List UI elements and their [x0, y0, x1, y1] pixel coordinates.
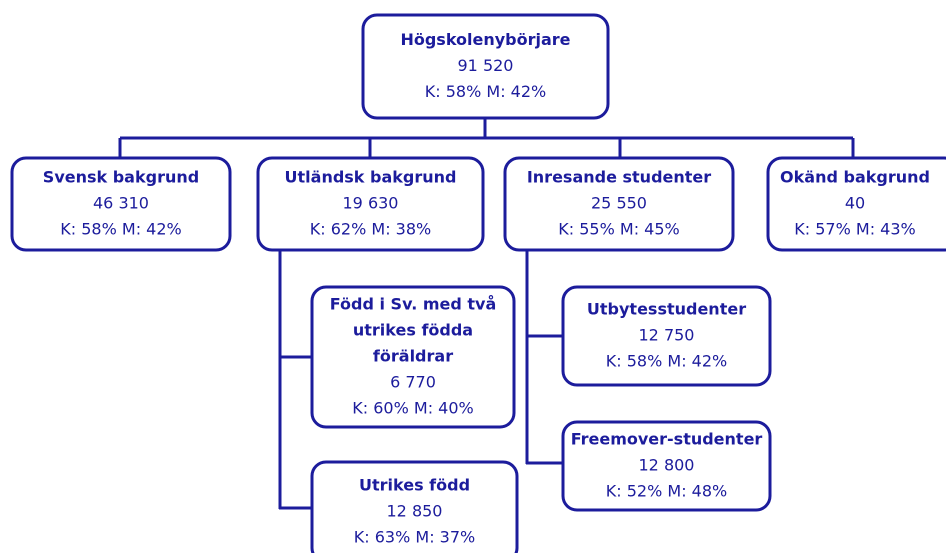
- node-share: K: 58% M: 42%: [60, 220, 181, 239]
- node: Född i Sv. med två utrikes födda föräldrar…: [310, 285, 516, 429]
- node-title: Utbytesstudenter: [587, 300, 746, 319]
- node-share: K: 62% M: 38%: [310, 220, 431, 239]
- node-count: 19 630: [343, 194, 399, 213]
- node-box: [361, 13, 610, 120]
- node-box: [561, 285, 772, 387]
- node-count: 40: [845, 194, 865, 213]
- node-share: K: 58% M: 42%: [425, 82, 546, 101]
- node: Utrikes född 12 850 K: 63% M: 37%: [310, 460, 519, 553]
- node: Utländsk bakgrund 19 630 K: 62% M: 38%: [256, 156, 485, 252]
- node-title: Född i Sv. med två: [330, 295, 497, 314]
- node-count: 12 850: [387, 502, 443, 521]
- node: Inresande studenter 25 550 K: 55% M: 45%: [503, 156, 735, 252]
- node-title: Svensk bakgrund: [43, 168, 199, 187]
- node-share: K: 63% M: 37%: [354, 528, 475, 547]
- node-share: K: 58% M: 42%: [606, 352, 727, 371]
- node: Svensk bakgrund 46 310 K: 58% M: 42%: [10, 156, 232, 252]
- node-title: Högskolenybörjare: [400, 30, 570, 49]
- connectors: [118, 118, 855, 510]
- node: Freemover-studenter 12 800 K: 52% M: 48%: [561, 420, 772, 512]
- node-count: 12 750: [639, 326, 695, 345]
- node-count: 6 770: [390, 373, 436, 392]
- node: Okänd bakgrund 40 K: 57% M: 43%: [766, 156, 946, 252]
- node-count: 12 800: [639, 456, 695, 475]
- node-title: Inresande studenter: [527, 168, 711, 187]
- node-title: Freemover-studenter: [571, 430, 763, 449]
- node-title: Utrikes född: [359, 476, 470, 495]
- node-box: [310, 460, 519, 553]
- node-share: K: 52% M: 48%: [606, 482, 727, 501]
- node: Högskolenybörjare 91 520 K: 58% M: 42%: [361, 13, 610, 120]
- node-count: 91 520: [458, 56, 514, 75]
- node-box: [503, 156, 735, 252]
- node-box: [310, 285, 516, 429]
- node-title: Utländsk bakgrund: [285, 168, 457, 187]
- node-count: 46 310: [93, 194, 149, 213]
- node-share: K: 55% M: 45%: [558, 220, 679, 239]
- node-box: [766, 156, 946, 252]
- node-title: Okänd bakgrund: [780, 168, 930, 187]
- node-box: [10, 156, 232, 252]
- node-title: utrikes födda: [353, 321, 473, 340]
- node: Utbytesstudenter 12 750 K: 58% M: 42%: [561, 285, 772, 387]
- node-box: [561, 420, 772, 512]
- node-count: 25 550: [591, 194, 647, 213]
- node-share: K: 60% M: 40%: [352, 399, 473, 418]
- node-box: [256, 156, 485, 252]
- node-share: K: 57% M: 43%: [794, 220, 915, 239]
- node-title: föräldrar: [373, 347, 453, 366]
